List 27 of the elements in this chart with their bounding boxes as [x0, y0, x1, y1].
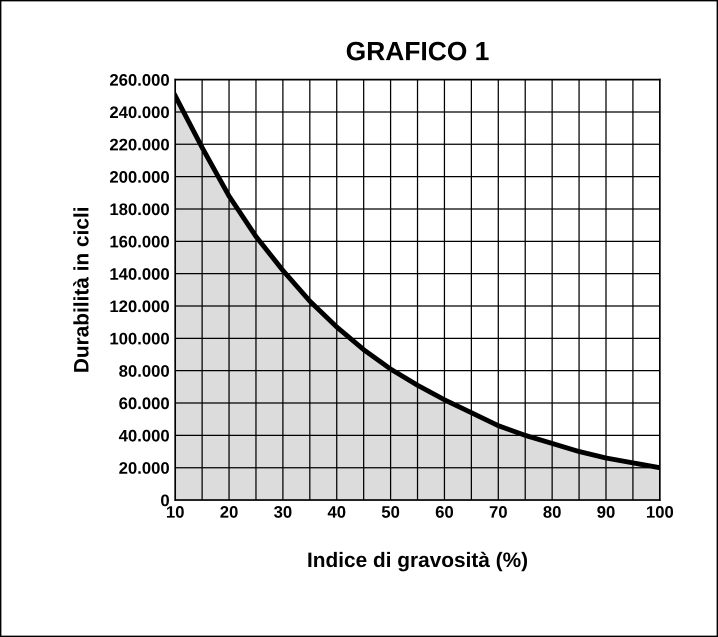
- x-axis-title: Indice di gravosità (%): [308, 552, 528, 572]
- x-tick-label: 100: [646, 506, 674, 518]
- y-tick-label: 0: [161, 494, 169, 506]
- y-tick-label: 200.000: [110, 171, 169, 183]
- y-tick-label: 220.000: [110, 138, 169, 151]
- y-tick-label: 60.000: [119, 397, 169, 410]
- y-tick-label: 240.000: [110, 106, 169, 118]
- y-tick-label: 100.000: [110, 332, 169, 345]
- x-tick-label: 80: [543, 506, 561, 518]
- y-tick-label: 40.000: [118, 430, 169, 442]
- y-tick-label: 160.000: [110, 236, 169, 248]
- chart-title: GRAFICO 1: [346, 42, 489, 60]
- y-axis-title: Durabilità in cicli: [73, 208, 89, 372]
- y-tick-label: 260.000: [110, 74, 169, 86]
- y-tick-label: 20.000: [119, 462, 169, 474]
- x-tick-label: 10: [166, 506, 184, 518]
- x-tick-label: 90: [597, 506, 615, 518]
- x-tick-label: 40: [328, 506, 346, 518]
- x-tick-label: 70: [490, 506, 507, 518]
- x-tick-label: 20: [220, 506, 238, 518]
- x-tick-label: 50: [382, 506, 400, 518]
- y-tick-label: 180.000: [110, 203, 169, 216]
- x-tick-label: 30: [274, 506, 292, 518]
- x-tick-label: 60: [436, 506, 454, 518]
- y-tick-label: 140.000: [110, 268, 169, 280]
- y-tick-label: 120.000: [110, 300, 169, 312]
- y-tick-label: 80.000: [119, 365, 169, 377]
